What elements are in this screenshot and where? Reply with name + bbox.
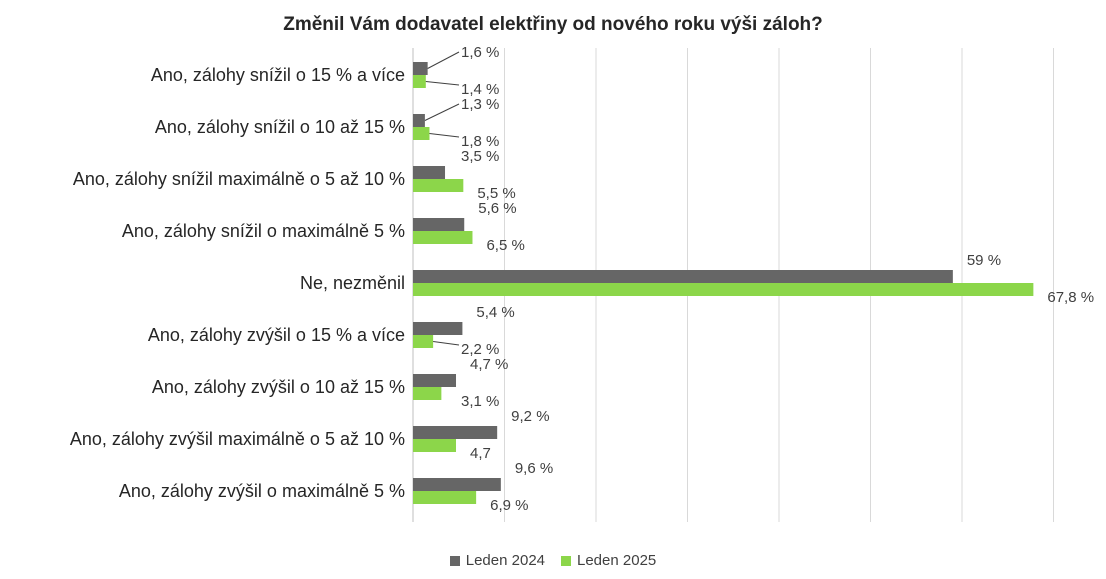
legend-item-2025: Leden 2025 [561,552,656,569]
data-label-2025: 1,8 % [461,133,499,150]
category-label: Ano, zálohy snížil maximálně o 5 až 10 % [73,169,405,189]
legend-swatch-2024 [449,555,460,566]
bar-2025 [413,283,1034,296]
legend-label-2024: Leden 2024 [465,552,545,569]
legend-item-2024: Leden 2024 [449,552,545,569]
bar-2024 [413,322,463,335]
bar-2025 [413,387,442,400]
data-label-2024: 1,6 % [461,44,499,61]
data-label-2025: 3,1 % [461,393,499,410]
category-label: Ano, zálohy zvýšil maximálně o 5 až 10 % [70,429,405,449]
data-label-2025: 67,8 % [1047,289,1094,306]
bar-2025 [413,491,477,504]
bar-2024 [413,166,446,179]
labels: Ano, zálohy snížil o 15 % a více 1,6 % 1,4… [70,44,1094,514]
bar-2024 [413,374,457,387]
leader-line [429,133,460,138]
data-label-2025: 6,5 % [486,237,524,254]
category-label: Ne, nezměnil [300,273,405,293]
data-label-2025: 1,4 % [461,81,499,98]
category-label: Ano, zálohy snížil o 15 % a více [151,65,405,85]
bar-2025 [413,231,473,244]
data-label-2024: 4,7 % [470,356,508,373]
data-label-2024: 1,3 % [461,96,499,113]
bar-2024 [413,218,465,231]
data-label-2024: 5,6 % [478,200,516,217]
bar-2024 [413,114,425,127]
data-label-2024: 3,5 % [461,148,499,165]
data-label-2024: 9,6 % [515,460,553,477]
leader-line [433,341,460,346]
leader-line [425,81,460,86]
bar-2024 [413,426,498,439]
data-label-2025: 4,7 [470,445,491,462]
data-label-2025: 6,9 % [490,497,528,514]
data-label-2024: 5,4 % [476,304,514,321]
bar-2024 [413,62,428,75]
leader-lines [424,51,460,346]
category-label: Ano, zálohy zvýšil o maximálně 5 % [119,481,405,501]
bar-2025 [413,439,457,452]
legend-swatch-2025 [561,555,571,566]
bar-2025 [413,179,464,192]
category-label: Ano, zálohy snížil o 10 až 15 % [155,117,405,137]
bar-2024 [413,270,953,283]
legend-label-2025: Leden 2025 [577,552,657,569]
bar-2025 [413,127,430,140]
chart-title: Změnil Vám dodavatel elektřiny od nového… [283,14,823,35]
legend: Leden 2024 Leden 2025 [0,552,1106,569]
leader-line [427,51,460,69]
category-label: Ano, zálohy snížil o maximálně 5 % [122,221,405,241]
data-label-2024: 59 % [967,252,1001,269]
bars [413,62,1034,504]
bar-2025 [413,335,434,348]
category-label: Ano, zálohy zvýšil o 15 % a více [148,325,405,345]
bar-2024 [413,478,501,491]
category-label: Ano, zálohy zvýšil o 10 až 15 % [152,377,405,397]
data-label-2024: 9,2 % [511,408,549,425]
bar-2025 [413,75,426,88]
leader-line [424,103,460,121]
data-label-2025: 2,2 % [461,341,499,358]
data-label-2025: 5,5 % [477,185,515,202]
